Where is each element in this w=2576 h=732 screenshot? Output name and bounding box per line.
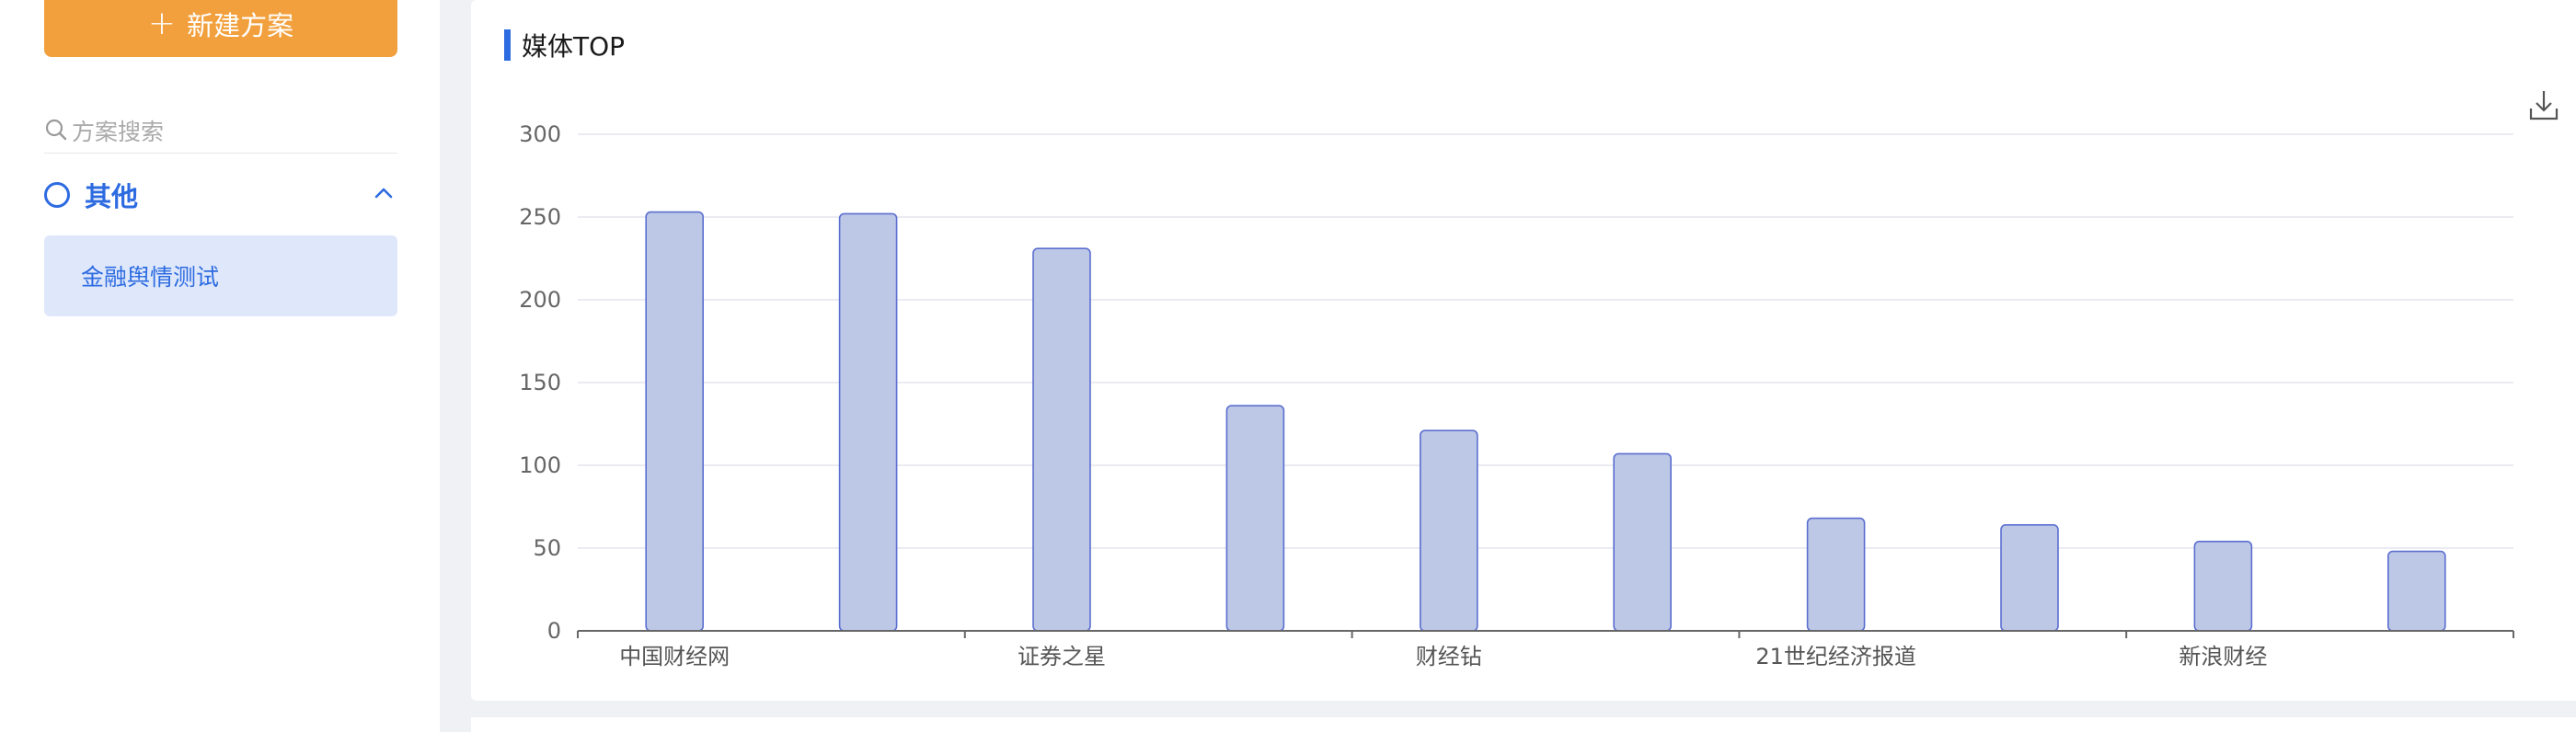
x-tick-label: 新浪财经	[2179, 644, 2267, 669]
bar	[1420, 429, 1478, 632]
bar	[1806, 517, 1866, 632]
title-accent-bar	[504, 29, 511, 61]
y-tick-label: 250	[519, 204, 561, 230]
y-tick-label: 150	[519, 370, 561, 395]
search-input[interactable]	[72, 118, 385, 145]
search-icon	[44, 118, 68, 145]
y-tick-label: 300	[519, 121, 561, 147]
y-tick-label: 0	[547, 618, 561, 644]
bar	[2193, 540, 2253, 632]
y-tick-label: 200	[519, 287, 561, 313]
card-title: 媒体TOP	[504, 29, 626, 62]
bar	[2000, 523, 2059, 632]
plan-item-label: 金融舆情测试	[81, 264, 220, 291]
plan-search	[44, 110, 397, 154]
next-card-edge	[471, 717, 2576, 732]
x-tick-label: 证券之星	[1018, 644, 1106, 669]
media-top-card: 媒体TOP 0 50 100 150 200 250 300 中国财经网 证券之星 财经钻 21世纪…	[471, 0, 2576, 701]
x-tick-label: 21世纪经济报道	[1755, 644, 1916, 669]
group-other-header[interactable]: 其他	[44, 173, 403, 217]
x-tick-label: 财经钻	[1416, 644, 1482, 669]
bar	[1613, 452, 1672, 632]
plus-icon: +	[147, 5, 177, 42]
bar	[1032, 247, 1091, 632]
x-tick-label: 中国财经网	[619, 644, 730, 669]
bar	[2387, 550, 2446, 632]
media-top-chart: 0 50 100 150 200 250 300 中国财经网 证券之星 财经钻 21世纪经济报道 新浪…	[519, 121, 2514, 669]
new-plan-label: 新建方案	[187, 10, 294, 41]
circle-icon	[44, 182, 70, 208]
bar	[838, 212, 898, 632]
new-plan-button[interactable]: + 新建方案	[44, 0, 397, 57]
sidebar: + 新建方案 其他 金融舆情测试	[0, 0, 440, 732]
bar	[645, 211, 704, 632]
plan-item[interactable]: 金融舆情测试	[44, 235, 397, 316]
bar	[1225, 405, 1285, 632]
y-tick-label: 100	[519, 452, 561, 478]
y-tick-label: 50	[533, 535, 561, 561]
card-title-text: 媒体TOP	[522, 31, 626, 62]
download-icon[interactable]	[2528, 88, 2559, 125]
chevron-up-icon[interactable]	[374, 186, 394, 203]
group-label: 其他	[85, 181, 139, 212]
